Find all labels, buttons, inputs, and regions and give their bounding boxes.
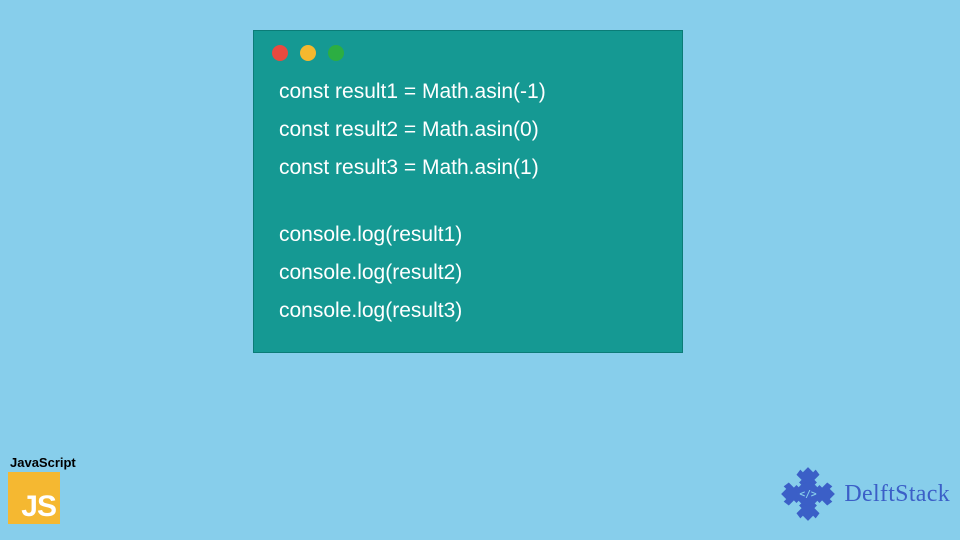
code-line: const result2 = Math.asin(0) bbox=[279, 111, 657, 149]
code-line: const result1 = Math.asin(-1) bbox=[279, 73, 657, 111]
code-blank-line bbox=[279, 186, 657, 216]
code-window: const result1 = Math.asin(-1) const resu… bbox=[253, 30, 683, 353]
javascript-label: JavaScript bbox=[10, 455, 76, 470]
javascript-logo-icon: JS bbox=[8, 472, 60, 524]
minimize-icon[interactable] bbox=[300, 45, 316, 61]
window-titlebar bbox=[254, 31, 682, 69]
delftstack-badge: </> DelftStack bbox=[776, 462, 950, 526]
code-line: console.log(result1) bbox=[279, 216, 657, 254]
code-line: const result3 = Math.asin(1) bbox=[279, 149, 657, 187]
code-line: console.log(result3) bbox=[279, 292, 657, 330]
code-line: console.log(result2) bbox=[279, 254, 657, 292]
close-icon[interactable] bbox=[272, 45, 288, 61]
maximize-icon[interactable] bbox=[328, 45, 344, 61]
javascript-logo-text: JS bbox=[21, 492, 56, 522]
delftstack-text: DelftStack bbox=[844, 481, 950, 508]
delftstack-logo-icon: </> bbox=[776, 462, 840, 526]
svg-text:</>: </> bbox=[800, 489, 818, 500]
javascript-badge: JavaScript JS bbox=[8, 455, 76, 524]
code-body: const result1 = Math.asin(-1) const resu… bbox=[254, 69, 682, 334]
